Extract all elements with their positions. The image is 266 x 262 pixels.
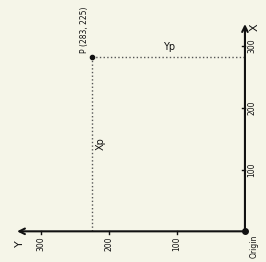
Text: Origin: Origin [250, 234, 259, 258]
Text: 200: 200 [248, 101, 257, 115]
Text: Yp: Yp [163, 42, 175, 52]
Text: Y: Y [15, 240, 25, 247]
Text: 100: 100 [173, 236, 182, 251]
Text: Xp: Xp [95, 138, 105, 150]
Text: 300: 300 [37, 236, 46, 251]
Text: 100: 100 [248, 162, 257, 177]
Text: P (283, 225): P (283, 225) [80, 7, 89, 53]
Text: X: X [250, 24, 259, 31]
Text: 200: 200 [105, 236, 114, 251]
Text: 300: 300 [248, 39, 257, 53]
